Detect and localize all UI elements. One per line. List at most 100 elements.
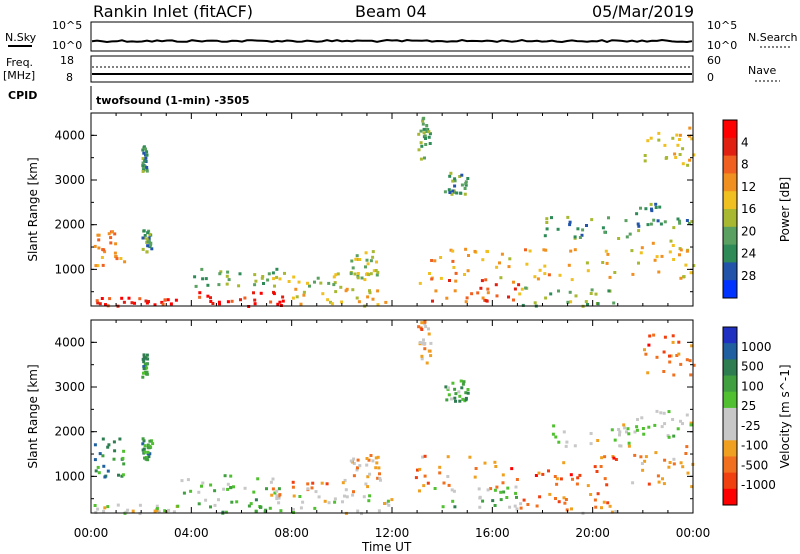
echo-cell xyxy=(678,219,681,223)
echo-cell xyxy=(153,509,157,513)
echo-cell xyxy=(667,435,671,439)
echo-cell xyxy=(368,494,372,498)
echo-cell xyxy=(349,459,353,463)
echo-cell xyxy=(387,503,391,507)
echo-cell xyxy=(543,272,547,276)
y-tick-label: 2000 xyxy=(54,218,85,232)
echo-cell xyxy=(464,182,468,185)
echo-cell xyxy=(627,441,631,445)
echo-cell xyxy=(428,142,432,145)
echo-cell xyxy=(451,249,455,253)
echo-cell xyxy=(297,280,301,284)
echo-cell xyxy=(571,477,574,481)
echo-cell xyxy=(666,434,670,438)
freq-label-2: [MHz] xyxy=(3,69,35,82)
echo-cell xyxy=(345,495,349,499)
echo-cell xyxy=(109,236,113,240)
echo-cell xyxy=(249,502,253,506)
echo-cell xyxy=(200,267,204,271)
colorbar-swatch xyxy=(723,359,737,377)
colorbar-swatch xyxy=(723,173,737,192)
echo-cell xyxy=(339,285,343,289)
echo-cell xyxy=(690,220,694,224)
echo-cell xyxy=(637,261,640,265)
echo-cell xyxy=(515,495,518,499)
echo-cell xyxy=(692,363,696,367)
echo-cell xyxy=(239,298,242,302)
echo-cell xyxy=(148,444,152,448)
echo-cell xyxy=(204,498,208,502)
colorbar-swatch xyxy=(723,440,737,457)
echo-cell xyxy=(421,117,425,121)
echo-cell xyxy=(663,422,667,426)
echo-cell xyxy=(643,348,646,352)
echo-cell xyxy=(612,301,616,305)
echo-cell xyxy=(352,462,356,465)
echo-cell xyxy=(627,432,631,436)
echo-cell xyxy=(106,445,110,449)
echo-cell xyxy=(356,458,360,462)
echo-cell xyxy=(103,475,107,479)
echo-cell xyxy=(217,283,221,287)
echo-cell xyxy=(213,489,217,493)
echo-cell xyxy=(144,299,148,303)
echo-cell xyxy=(537,471,541,475)
echo-cell xyxy=(453,387,457,391)
echo-cell xyxy=(633,453,637,457)
echo-cell xyxy=(678,253,681,257)
echo-cell xyxy=(657,138,661,142)
echo-cell xyxy=(143,370,147,374)
echo-cell xyxy=(384,300,388,304)
echo-cell xyxy=(377,509,381,513)
echo-cell xyxy=(575,482,579,486)
echo-cell xyxy=(662,411,666,415)
echo-cell xyxy=(681,147,685,151)
echo-cell xyxy=(368,289,371,293)
echo-cell xyxy=(254,279,258,283)
echo-cell xyxy=(281,299,285,303)
echo-cell xyxy=(601,261,605,264)
echo-cell xyxy=(425,130,429,133)
echo-cell xyxy=(291,485,295,489)
echo-cell xyxy=(464,183,468,187)
echo-cell xyxy=(501,473,505,477)
echo-cell xyxy=(141,148,145,152)
echo-cell xyxy=(515,478,519,481)
echo-cell xyxy=(264,508,268,512)
echo-cell xyxy=(143,234,147,237)
echo-cell xyxy=(556,227,560,231)
echo-cell xyxy=(254,498,258,502)
echo-cell xyxy=(646,223,650,227)
echo-cell xyxy=(547,469,550,473)
echo-cell xyxy=(462,380,466,384)
echo-cell xyxy=(547,273,551,277)
echo-cell xyxy=(627,444,631,448)
echo-cell xyxy=(417,148,421,152)
echo-cell xyxy=(522,498,526,502)
echo-cell xyxy=(535,504,539,508)
echo-cell xyxy=(538,495,542,499)
echo-cell xyxy=(343,478,347,482)
echo-cell xyxy=(595,470,599,473)
echo-cell xyxy=(463,187,467,190)
echo-cell xyxy=(600,506,603,510)
echo-cell xyxy=(476,291,480,295)
echo-cell xyxy=(692,153,696,157)
echo-cell xyxy=(426,481,430,485)
echo-cell xyxy=(605,261,609,265)
echo-cell xyxy=(421,119,425,123)
echo-cell xyxy=(479,286,483,290)
echo-cell xyxy=(508,257,512,261)
echo-cell xyxy=(671,136,675,140)
echo-cell xyxy=(643,159,647,163)
echo-cell xyxy=(420,357,424,361)
echo-cell xyxy=(422,484,426,488)
echo-cell xyxy=(606,501,610,505)
echo-cell xyxy=(97,471,101,475)
echo-cell xyxy=(689,421,693,425)
echo-cell xyxy=(306,482,310,486)
echo-cell xyxy=(96,301,100,305)
echo-cell xyxy=(146,443,150,447)
echo-cell xyxy=(127,296,131,300)
echo-cell xyxy=(333,497,337,501)
